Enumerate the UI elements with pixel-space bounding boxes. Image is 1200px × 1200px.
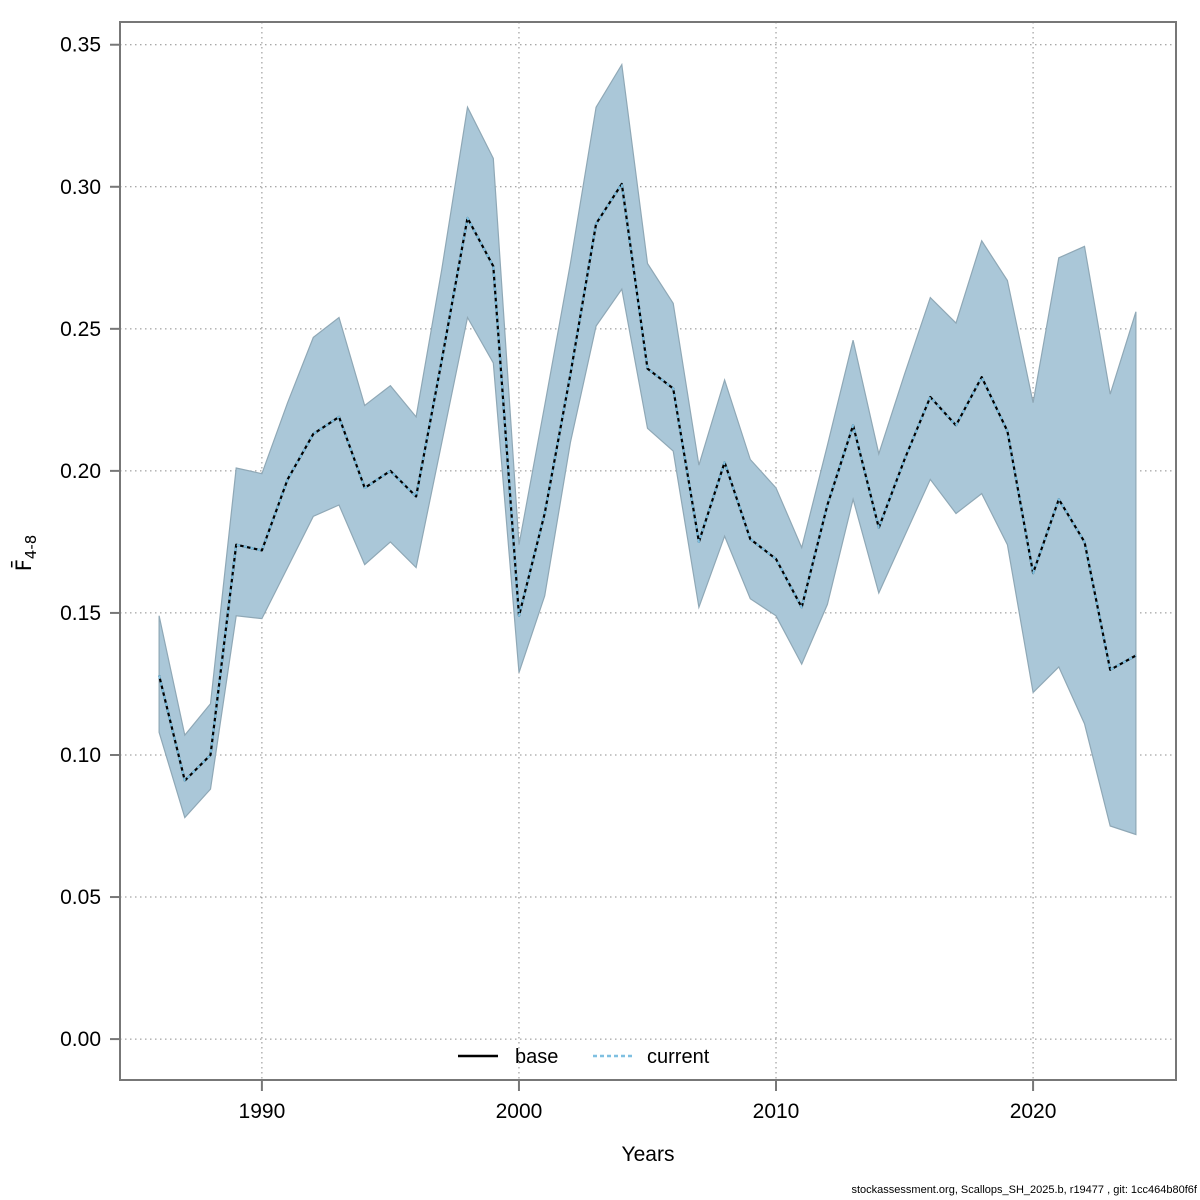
x-tick-label-2020: 2020 <box>1010 1100 1057 1123</box>
series-layer <box>158 182 1137 782</box>
confidence-band-layer <box>158 62 1137 836</box>
y-tick-label-0.20: 0.20 <box>60 460 101 483</box>
axis-ticks <box>110 43 1035 1091</box>
legend-item-base: base <box>458 1046 558 1068</box>
legend: base current <box>458 1046 710 1068</box>
legend-label-base: base <box>515 1046 558 1068</box>
footer-text: stockassessment.org, Scallops_SH_2025.b,… <box>852 1184 1198 1196</box>
x-axis-title: Years <box>622 1143 675 1166</box>
legend-item-current: current <box>593 1046 710 1068</box>
y-tick-label-0.00: 0.00 <box>60 1028 101 1051</box>
y-tick-label-0.05: 0.05 <box>60 886 101 909</box>
y-axis-title-subscript: 4-8 <box>22 535 40 560</box>
y-tick-label-0.30: 0.30 <box>60 176 101 199</box>
x-tick-label-1990: 1990 <box>239 1100 286 1123</box>
y-tick-label-0.35: 0.35 <box>60 34 101 57</box>
axis-tick-labels: 0.00 0.05 0.10 0.15 0.20 0.25 0.30 0.35 1990 2000… <box>60 34 1056 1123</box>
confidence-band <box>158 62 1137 836</box>
y-tick-label-0.10: 0.10 <box>60 744 101 767</box>
legend-label-current: current <box>647 1046 710 1068</box>
plot-border <box>119 21 1177 1081</box>
y-axis-title: F̄4-8 <box>11 535 40 572</box>
y-axis-title-main: F̄ <box>11 559 36 571</box>
x-tick-label-2010: 2010 <box>753 1100 800 1123</box>
current-line <box>158 182 1137 782</box>
y-tick-label-0.15: 0.15 <box>60 602 101 625</box>
x-tick-label-2000: 2000 <box>496 1100 543 1123</box>
y-tick-label-0.25: 0.25 <box>60 318 101 341</box>
